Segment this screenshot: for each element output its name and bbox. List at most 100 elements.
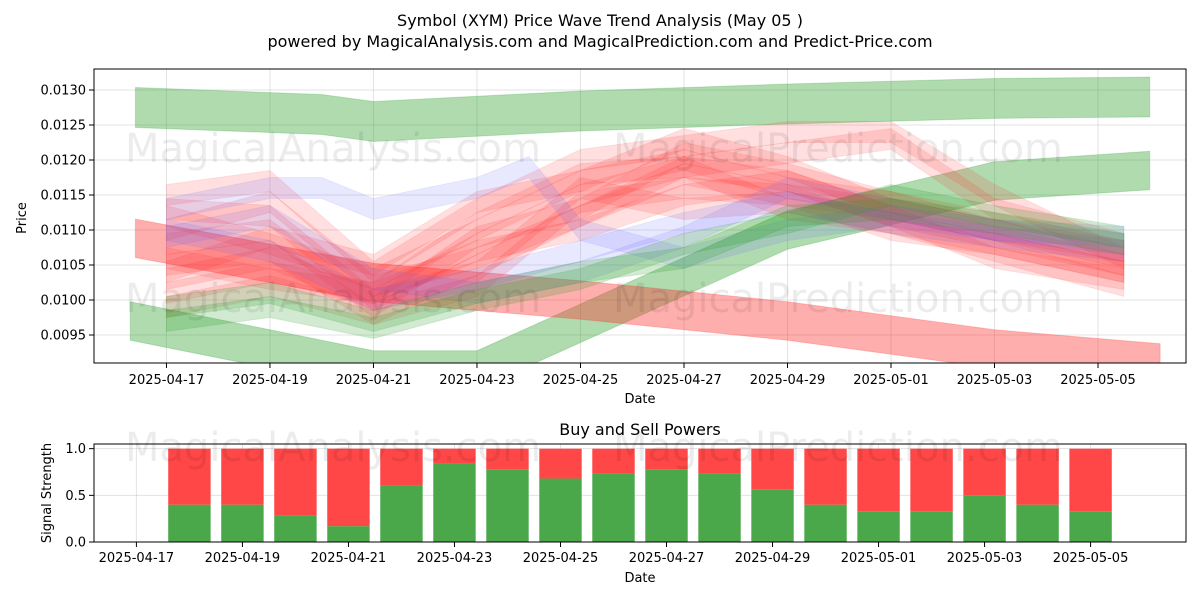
price-x-tick-label: 2025-04-19 xyxy=(232,373,308,388)
watermark-prediction-3: MagicalPrediction.com xyxy=(613,425,1063,471)
sell-bar xyxy=(1069,448,1112,512)
price-wave-band-red xyxy=(165,142,1125,318)
buy-bar xyxy=(539,478,582,542)
signal-y-axis-label: Signal Strength xyxy=(40,443,55,543)
price-y-tick-label: 0.0115 xyxy=(41,189,87,204)
price-y-tick-label: 0.0125 xyxy=(41,119,87,134)
sell-bar xyxy=(380,448,423,486)
sell-bar xyxy=(698,448,741,474)
buy-bar xyxy=(274,515,317,542)
watermark-analysis: MagicalAnalysis.com xyxy=(125,126,541,172)
signal-x-tick-label: 2025-05-01 xyxy=(841,551,917,566)
sell-bar xyxy=(592,448,635,474)
signal-y-tick-label: 0.0 xyxy=(65,536,86,551)
price-wave-band-red xyxy=(165,156,1125,311)
signal-x-tick-label: 2025-04-25 xyxy=(523,551,599,566)
price-x-tick-label: 2025-04-29 xyxy=(750,373,826,388)
price-wave-band-blue xyxy=(165,177,1125,304)
buy-bar xyxy=(327,526,370,542)
price-x-tick-label: 2025-05-01 xyxy=(853,373,929,388)
price-wave-band-red xyxy=(134,218,1161,363)
sell-bar xyxy=(433,448,476,464)
sell-bar xyxy=(804,448,847,505)
price-x-axis-label: Date xyxy=(624,392,655,407)
sell-bar xyxy=(910,448,953,512)
buy-bar xyxy=(698,473,741,542)
signal-plot-frame xyxy=(93,443,1187,543)
buy-bar xyxy=(751,489,794,542)
price-x-ticks: 2025-04-17 2025-04-19 2025-04-21 2025-04-23… xyxy=(129,363,1136,388)
sell-bar xyxy=(168,448,211,505)
price-plot-frame xyxy=(93,68,1187,364)
price-wave-chart: MagicalAnalysis.com MagicalPrediction.co… xyxy=(15,68,1187,407)
watermark-prediction-2: MagicalPrediction.com xyxy=(613,276,1063,322)
price-x-tick-label: 2025-05-05 xyxy=(1060,373,1136,388)
watermark-prediction: MagicalPrediction.com xyxy=(613,126,1063,172)
price-x-tick-label: 2025-04-17 xyxy=(129,373,205,388)
price-wave-bands xyxy=(129,76,1161,363)
signal-x-tick-label: 2025-04-19 xyxy=(205,551,281,566)
buy-sell-title: Buy and Sell Powers xyxy=(559,420,721,439)
price-wave-band-green xyxy=(129,150,1151,363)
price-y-tick-label: 0.0130 xyxy=(41,84,87,99)
price-wave-band-blue xyxy=(165,156,1125,269)
buy-bar xyxy=(804,504,847,542)
sell-bar xyxy=(486,448,529,470)
sell-bar xyxy=(645,448,688,470)
price-wave-band-red xyxy=(165,149,1125,283)
price-y-tick-label: 0.0105 xyxy=(41,259,87,274)
price-wave-band-red xyxy=(165,170,1125,304)
signal-x-tick-label: 2025-04-27 xyxy=(629,551,705,566)
buy-sell-chart: Buy and Sell Powers MagicalAnalysis.com … xyxy=(40,420,1187,586)
buy-bar xyxy=(910,511,953,542)
price-wave-band-red xyxy=(165,177,1125,325)
buy-bar xyxy=(645,469,688,542)
price-y-tick-label: 0.0095 xyxy=(41,329,87,344)
chart-subtitle: powered by MagicalAnalysis.com and Magic… xyxy=(267,32,932,51)
chart-title: Symbol (XYM) Price Wave Trend Analysis (… xyxy=(397,11,803,30)
signal-x-tick-label: 2025-05-05 xyxy=(1053,551,1129,566)
buy-bar xyxy=(857,511,900,542)
sell-bar xyxy=(963,448,1006,496)
price-wave-band-green xyxy=(165,198,1125,332)
price-wave-band-red xyxy=(165,128,1125,304)
buy-bar xyxy=(168,504,211,542)
signal-y-tick-label: 1.0 xyxy=(65,442,86,457)
price-y-tick-label: 0.0110 xyxy=(41,224,87,239)
sell-bar xyxy=(221,448,264,505)
buy-bar xyxy=(1069,511,1112,542)
price-y-ticks: 0.0095 0.0100 0.0105 0.0110 0.0115 0.0120 0.01… xyxy=(41,84,94,344)
signal-x-tick-label: 2025-04-29 xyxy=(735,551,811,566)
signal-x-tick-label: 2025-04-21 xyxy=(311,551,387,566)
watermark-analysis-3: MagicalAnalysis.com xyxy=(125,425,541,471)
price-wave-band-green xyxy=(134,76,1151,142)
signal-x-tick-label: 2025-04-23 xyxy=(417,551,493,566)
price-y-tick-label: 0.0120 xyxy=(41,154,87,169)
price-wave-band-green xyxy=(165,184,1125,339)
signal-x-tick-label: 2025-05-03 xyxy=(947,551,1023,566)
sell-bar xyxy=(857,448,900,512)
price-wave-band-red xyxy=(165,156,1125,297)
buy-bar xyxy=(486,469,529,542)
sell-bar xyxy=(274,448,317,516)
price-x-tick-label: 2025-05-03 xyxy=(957,373,1033,388)
buy-bar xyxy=(380,485,423,542)
sell-bar xyxy=(1016,448,1059,505)
price-wave-band-blue xyxy=(165,191,1125,311)
price-y-tick-label: 0.0100 xyxy=(41,294,87,309)
buy-bar xyxy=(221,504,264,542)
buy-bar xyxy=(963,495,1006,542)
sell-bar xyxy=(751,448,794,490)
price-x-tick-label: 2025-04-27 xyxy=(646,373,722,388)
signal-y-ticks: 0.0 0.5 1.0 xyxy=(65,442,94,551)
sell-bar xyxy=(327,448,370,527)
signal-y-tick-label: 0.5 xyxy=(65,489,86,504)
signal-bars xyxy=(168,448,1112,542)
buy-bar xyxy=(592,473,635,542)
price-grid xyxy=(94,69,1186,363)
signal-x-ticks: 2025-04-17 2025-04-19 2025-04-21 2025-04-23… xyxy=(99,542,1129,566)
buy-bar xyxy=(433,463,476,542)
signal-x-axis-label: Date xyxy=(624,571,655,586)
price-x-tick-label: 2025-04-23 xyxy=(439,373,515,388)
